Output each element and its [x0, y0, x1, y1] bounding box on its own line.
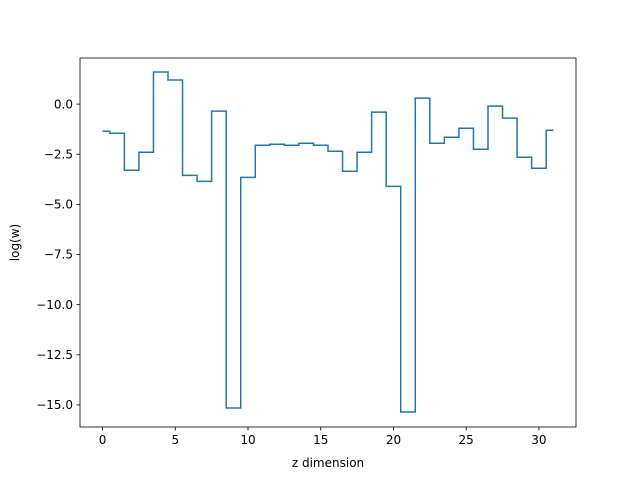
x-axis-ticks: 0 5 10 15 20 25 30: [99, 427, 547, 447]
x-tick-label: 10: [240, 433, 255, 447]
x-tick-label: 15: [313, 433, 328, 447]
x-tick-label: 0: [99, 433, 107, 447]
y-axis-ticks: 0.0 −2.5 −5.0 −7.5 −10.0 −12.5 −15.0: [36, 97, 80, 412]
x-axis-label: z dimension: [292, 456, 364, 470]
y-axis-label: log(w): [8, 224, 22, 261]
x-tick-label: 5: [171, 433, 179, 447]
y-tick-label: −12.5: [36, 348, 73, 362]
x-tick-label: 20: [386, 433, 401, 447]
x-tick-label: 25: [459, 433, 474, 447]
y-tick-label: −7.5: [44, 248, 73, 262]
plot-area: [102, 71, 554, 413]
y-tick-label: 0.0: [54, 97, 73, 111]
x-tick-label: 30: [531, 433, 546, 447]
y-tick-label: −5.0: [44, 198, 73, 212]
y-tick-label: −2.5: [44, 147, 73, 161]
axes-frame: [79, 57, 577, 428]
y-tick-label: −10.0: [36, 298, 73, 312]
series-line: [102, 71, 554, 413]
y-tick-label: −15.0: [36, 398, 73, 412]
